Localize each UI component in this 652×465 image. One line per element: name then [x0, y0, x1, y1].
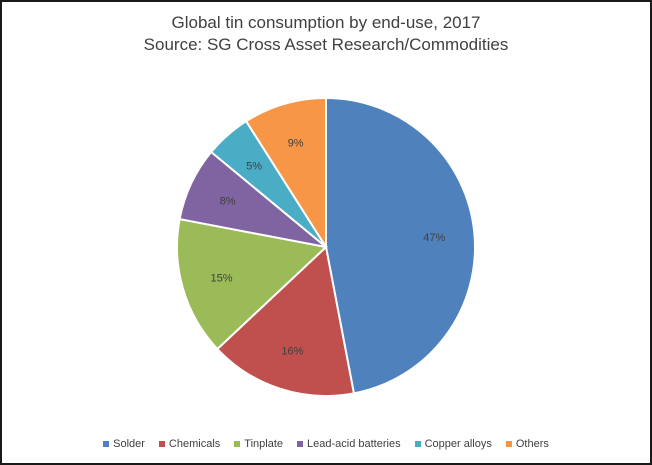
legend-swatch [234, 441, 241, 447]
legend-item-copper-alloys: Copper alloys [414, 438, 492, 450]
legend-label: Copper alloys [424, 438, 492, 450]
chart-title-block: Global tin consumption by end-use, 2017 … [2, 12, 650, 56]
legend-swatch [414, 441, 421, 447]
legend-label: Chemicals [168, 438, 221, 450]
legend-label: Solder [113, 438, 145, 450]
legend-item-lead-acid-batteries: Lead-acid batteries [297, 438, 401, 450]
legend-label: Tinplate [244, 438, 284, 450]
legend-item-chemicals: Chemicals [158, 438, 221, 450]
chart-legend: Solder Chemicals Tinplate Lead-acid batt… [2, 438, 650, 450]
pie-chart: 47% 16% 15% 8% 5% 9% [176, 96, 476, 397]
pie-slice-solder [325, 96, 476, 395]
pie-slice-tinplate [176, 217, 329, 351]
chart-title: Global tin consumption by end-use, 2017 [171, 13, 481, 32]
data-label: 15% [211, 272, 233, 284]
legend-label: Others [515, 438, 549, 450]
chart-subtitle: Source: SG Cross Asset Research/Commodit… [143, 35, 509, 54]
pie-slice-others [244, 96, 327, 251]
legend-item-solder: Solder [103, 438, 145, 450]
data-label: 5% [246, 160, 262, 172]
data-label: 16% [281, 345, 303, 357]
legend-swatch [505, 441, 512, 447]
legend-label: Lead-acid batteries [307, 438, 401, 450]
legend-swatch [158, 441, 165, 447]
legend-item-others: Others [505, 438, 549, 450]
data-label: 47% [423, 232, 445, 244]
pie-slice-chemicals [215, 245, 356, 397]
legend-item-tinplate: Tinplate [234, 438, 283, 450]
legend-swatch [103, 441, 110, 447]
data-label: 8% [220, 196, 236, 208]
data-label: 9% [288, 138, 304, 150]
legend-swatch [297, 441, 304, 447]
